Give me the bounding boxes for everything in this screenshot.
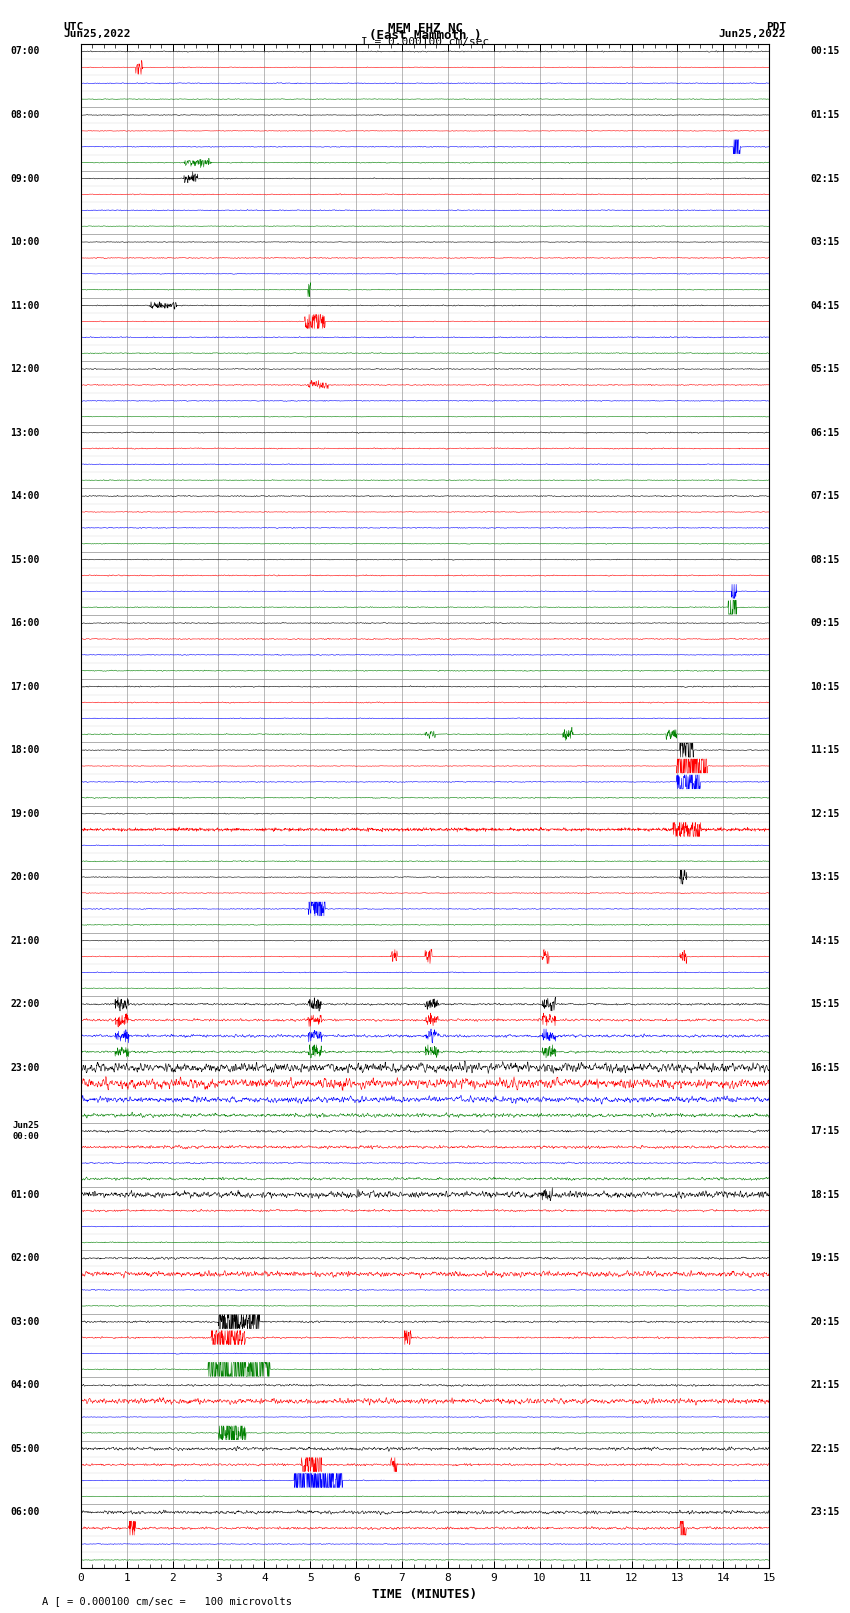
Text: (East Mammoth ): (East Mammoth )	[369, 29, 481, 42]
Text: 05:15: 05:15	[811, 365, 840, 374]
Text: 12:00: 12:00	[10, 365, 39, 374]
Text: 16:00: 16:00	[10, 618, 39, 627]
Text: 09:00: 09:00	[10, 174, 39, 184]
Text: 08:15: 08:15	[811, 555, 840, 565]
Text: 11:00: 11:00	[10, 300, 39, 311]
Text: Jun25,2022: Jun25,2022	[719, 29, 786, 39]
Text: 14:15: 14:15	[811, 936, 840, 945]
Text: Jun25
00:00: Jun25 00:00	[13, 1121, 39, 1140]
Text: 15:15: 15:15	[811, 998, 840, 1010]
Text: 03:00: 03:00	[10, 1316, 39, 1327]
Text: 10:15: 10:15	[811, 682, 840, 692]
Text: 11:15: 11:15	[811, 745, 840, 755]
Text: 22:15: 22:15	[811, 1444, 840, 1453]
Text: 08:00: 08:00	[10, 110, 39, 119]
Text: A [ = 0.000100 cm/sec =   100 microvolts: A [ = 0.000100 cm/sec = 100 microvolts	[42, 1597, 292, 1607]
Text: 03:15: 03:15	[811, 237, 840, 247]
Text: 04:00: 04:00	[10, 1381, 39, 1390]
Text: 07:00: 07:00	[10, 47, 39, 56]
Text: Jun25,2022: Jun25,2022	[64, 29, 131, 39]
Text: 16:15: 16:15	[811, 1063, 840, 1073]
Text: 17:00: 17:00	[10, 682, 39, 692]
Text: 20:15: 20:15	[811, 1316, 840, 1327]
Text: 14:00: 14:00	[10, 490, 39, 502]
Text: 21:00: 21:00	[10, 936, 39, 945]
Text: 07:15: 07:15	[811, 490, 840, 502]
Text: 02:00: 02:00	[10, 1253, 39, 1263]
Text: 04:15: 04:15	[811, 300, 840, 311]
Text: 01:00: 01:00	[10, 1190, 39, 1200]
Text: 00:15: 00:15	[811, 47, 840, 56]
Text: 09:15: 09:15	[811, 618, 840, 627]
Text: 05:00: 05:00	[10, 1444, 39, 1453]
Text: 23:00: 23:00	[10, 1063, 39, 1073]
Text: 10:00: 10:00	[10, 237, 39, 247]
Text: 12:15: 12:15	[811, 808, 840, 819]
Text: I = 0.000100 cm/sec: I = 0.000100 cm/sec	[361, 37, 489, 47]
Text: 19:00: 19:00	[10, 808, 39, 819]
Text: 06:15: 06:15	[811, 427, 840, 437]
X-axis label: TIME (MINUTES): TIME (MINUTES)	[372, 1589, 478, 1602]
Text: 22:00: 22:00	[10, 998, 39, 1010]
Text: UTC: UTC	[64, 23, 84, 32]
Text: 18:00: 18:00	[10, 745, 39, 755]
Text: 20:00: 20:00	[10, 873, 39, 882]
Text: 18:15: 18:15	[811, 1190, 840, 1200]
Text: 15:00: 15:00	[10, 555, 39, 565]
Text: 02:15: 02:15	[811, 174, 840, 184]
Text: 17:15: 17:15	[811, 1126, 840, 1136]
Text: 13:15: 13:15	[811, 873, 840, 882]
Text: 23:15: 23:15	[811, 1507, 840, 1518]
Text: 06:00: 06:00	[10, 1507, 39, 1518]
Text: 01:15: 01:15	[811, 110, 840, 119]
Text: 21:15: 21:15	[811, 1381, 840, 1390]
Text: PDT: PDT	[766, 23, 786, 32]
Text: MEM EHZ NC: MEM EHZ NC	[388, 23, 462, 35]
Text: 19:15: 19:15	[811, 1253, 840, 1263]
Text: 13:00: 13:00	[10, 427, 39, 437]
